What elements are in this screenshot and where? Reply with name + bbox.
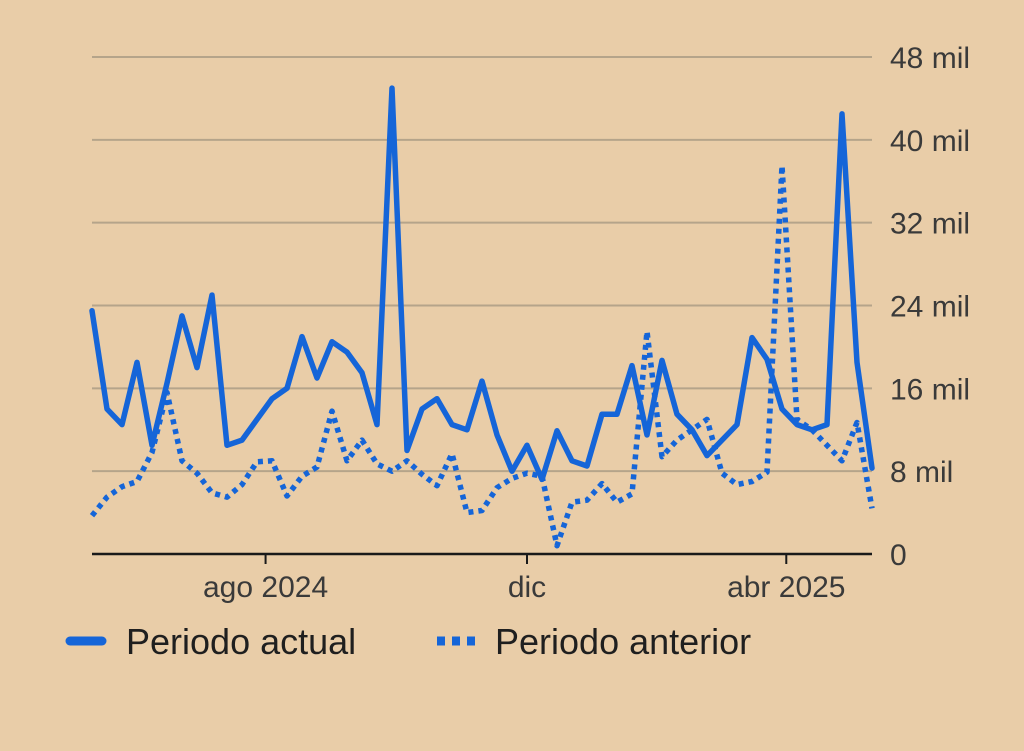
series-layer [89,85,875,549]
y-tick-label: 32 mil [890,208,970,241]
x-tick-label: abr 2025 [727,571,845,604]
y-tick-label: 0 [890,539,907,572]
series-line-periodo-actual [89,85,875,483]
y-tick-label: 8 mil [890,456,953,489]
y-tick-label: 48 mil [890,42,970,75]
legend-label: Periodo actual [126,621,356,662]
legend: Periodo actual Periodo anterior [65,621,751,662]
y-axis: 0 8 mil 16 mil 24 mil 32 mil 40 mil 48 mil [890,42,970,572]
x-tick-label: ago 2024 [203,571,328,604]
grid-layer [92,56,872,473]
y-tick-label: 16 mil [890,373,970,406]
x-tick-label: dic [508,571,546,604]
legend-label: Periodo anterior [495,621,751,662]
y-tick-label: 40 mil [890,125,970,158]
series-line-periodo-anterior [89,162,875,549]
y-tick-label: 24 mil [890,291,970,324]
x-axis: ago 2024 dic abr 2025 [92,552,872,604]
